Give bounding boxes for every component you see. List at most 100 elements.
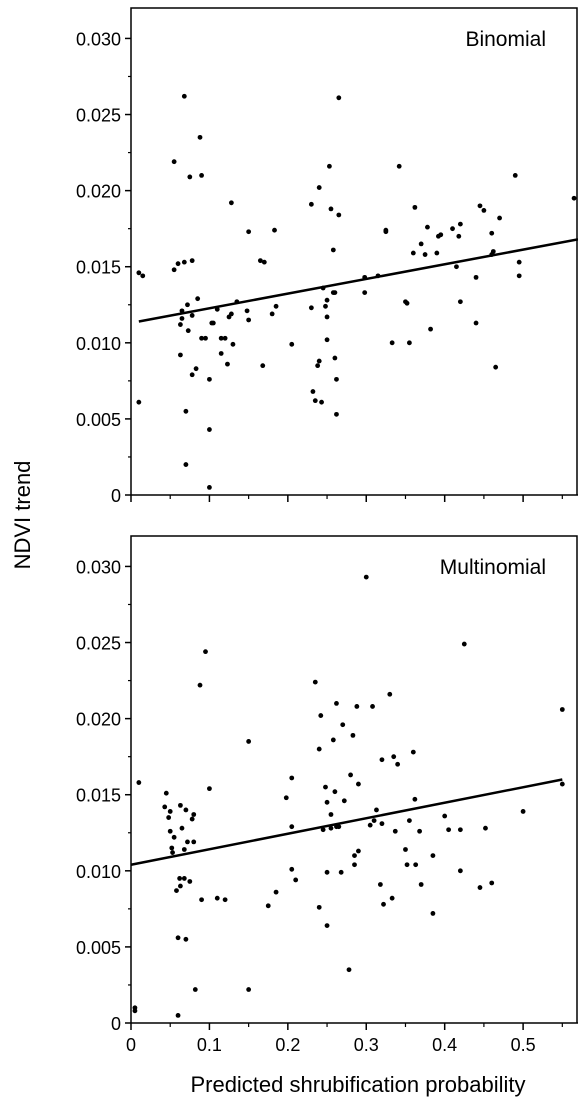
data-point [330, 247, 336, 253]
data-point [410, 749, 416, 755]
data-point [207, 786, 212, 792]
data-point [350, 732, 356, 738]
data-point [225, 361, 230, 367]
data-point [456, 233, 462, 239]
data-point [324, 314, 330, 320]
x-tick-label: 0.1 [197, 1035, 222, 1055]
data-point [516, 259, 522, 265]
data-point [193, 366, 199, 372]
data-point [257, 258, 263, 264]
data-point [457, 827, 463, 833]
data-point [246, 987, 252, 992]
data-point [214, 306, 220, 312]
data-point [175, 261, 181, 267]
data-point [199, 335, 204, 341]
data-point [174, 888, 179, 893]
y-tick-label: 0.025 [76, 106, 121, 126]
data-point [246, 229, 252, 235]
data-point [175, 935, 181, 941]
panel-title: Multinomial [440, 556, 546, 579]
data-point [477, 203, 483, 209]
data-point [363, 574, 369, 580]
data-point [185, 839, 190, 845]
data-point [178, 322, 183, 327]
data-point [228, 311, 234, 317]
y-tick-label: 0.005 [76, 410, 121, 430]
data-point [189, 313, 195, 318]
data-point [169, 845, 175, 851]
y-tick-label: 0.015 [76, 786, 121, 806]
data-point [352, 862, 357, 868]
data-point [330, 737, 336, 743]
data-point [191, 812, 197, 817]
multinomial-panel: 0 0.005 0.010 0.015 0.020 0.025 0.030 0 0.1 0.2 0.… [76, 535, 578, 1055]
data-point [319, 399, 324, 405]
data-point [185, 328, 191, 334]
data-point [334, 376, 339, 382]
data-point [516, 273, 522, 279]
data-point [356, 848, 361, 854]
data-point [178, 352, 183, 358]
data-point [328, 206, 334, 212]
data-point [438, 232, 444, 238]
data-point [403, 847, 408, 852]
data-point [310, 389, 316, 394]
data-point [571, 195, 577, 201]
data-point [183, 462, 189, 467]
data-point [197, 682, 203, 688]
data-point [136, 780, 142, 785]
data-point [140, 273, 146, 279]
x-tick-label: 0.3 [354, 1035, 379, 1055]
data-point [332, 290, 338, 295]
data-point [406, 818, 412, 823]
y-tick-label: 0.020 [76, 710, 121, 730]
data-point [412, 204, 418, 210]
data-point [189, 372, 195, 378]
data-point [183, 936, 189, 942]
data-point [336, 95, 342, 101]
data-point [396, 163, 402, 169]
data-point [413, 862, 419, 868]
data-point [181, 876, 187, 881]
data-point [222, 335, 228, 341]
data-point [197, 134, 203, 140]
data-point [404, 862, 410, 868]
data-point [430, 911, 436, 916]
data-point [559, 707, 565, 712]
data-point [293, 877, 299, 883]
data-point [379, 821, 385, 827]
data-point [189, 258, 195, 264]
data-point [207, 484, 212, 490]
data-point [391, 754, 397, 760]
data-point [203, 649, 208, 655]
data-point [454, 264, 459, 270]
y-tick-label: 0 [111, 486, 121, 506]
x-tick-label: 0.5 [511, 1035, 536, 1055]
data-point [199, 173, 204, 178]
data-point [166, 815, 172, 820]
data-point [308, 305, 314, 311]
data-point [328, 825, 334, 831]
data-point [425, 224, 430, 230]
data-point [379, 757, 385, 763]
data-point [283, 795, 289, 801]
data-point [244, 308, 250, 314]
data-point [422, 252, 428, 257]
y-tick-label: 0.030 [76, 557, 121, 577]
data-point [489, 230, 495, 236]
data-point [167, 809, 173, 814]
data-point [512, 173, 518, 178]
data-point [354, 704, 360, 709]
data-point [181, 259, 187, 265]
data-point [273, 889, 279, 895]
data-point [417, 828, 422, 834]
data-point [181, 847, 187, 852]
data-point [324, 337, 330, 343]
data-point [289, 866, 295, 872]
data-point [181, 93, 187, 99]
data-point [324, 923, 330, 928]
data-point [410, 250, 416, 256]
data-point [175, 1012, 181, 1018]
data-point [308, 201, 314, 207]
panel-title: Binomial [465, 28, 546, 51]
